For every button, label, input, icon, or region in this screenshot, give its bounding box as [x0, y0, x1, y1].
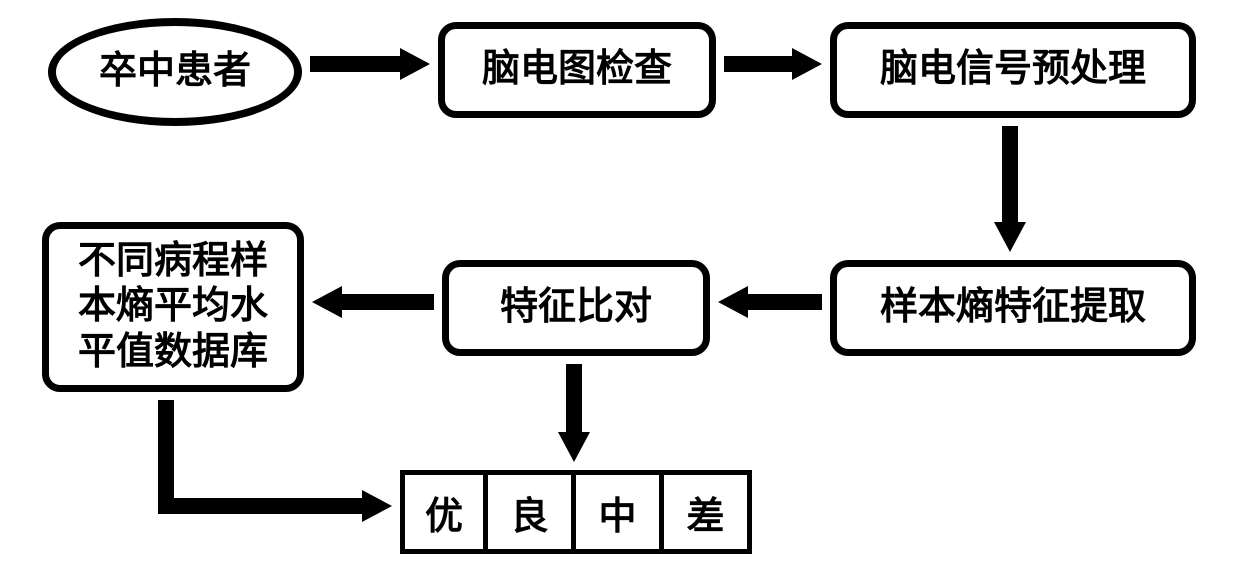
arrow-a1 [310, 56, 402, 72]
node-database-label: 不同病程样本熵平均水平值数据库 [78, 239, 268, 376]
arrow-a3-head [994, 222, 1026, 252]
node-feature-compare-label: 特征比对 [500, 285, 652, 331]
node-patient: 卒中患者 [48, 18, 302, 126]
arrow-a6 [566, 364, 582, 434]
arrow-a1-head [400, 48, 430, 80]
arrow-a7-v [158, 400, 174, 514]
node-preprocessing-label: 脑电信号预处理 [880, 47, 1146, 93]
node-feature-extract-label: 样本熵特征提取 [880, 285, 1146, 331]
arrow-a4 [746, 294, 822, 310]
result-row: 优良中差 [400, 470, 752, 554]
node-feature-extract: 样本熵特征提取 [830, 260, 1196, 356]
arrow-a2 [724, 56, 794, 72]
node-feature-compare: 特征比对 [442, 260, 710, 356]
result-cell-1: 良 [488, 470, 576, 554]
arrow-a3 [1002, 126, 1018, 224]
arrow-a7-head [362, 490, 392, 522]
arrow-a6-head [558, 432, 590, 462]
result-cell-0: 优 [400, 470, 488, 554]
result-cell-2: 中 [576, 470, 664, 554]
arrow-a2-head [792, 48, 822, 80]
node-preprocessing: 脑电信号预处理 [830, 22, 1196, 118]
node-eeg-check-label: 脑电图检查 [482, 47, 672, 93]
arrow-a4-head [718, 286, 748, 318]
arrow-a5-head [312, 286, 342, 318]
arrow-a7-h [158, 498, 364, 514]
result-cell-3: 差 [664, 470, 752, 554]
arrow-a5 [340, 294, 434, 310]
node-eeg-check: 脑电图检查 [438, 22, 716, 118]
flowchart-canvas: 卒中患者 脑电图检查 脑电信号预处理 不同病程样本熵平均水平值数据库 特征比对 … [0, 0, 1239, 574]
node-database: 不同病程样本熵平均水平值数据库 [42, 222, 304, 392]
node-patient-label: 卒中患者 [99, 49, 251, 95]
